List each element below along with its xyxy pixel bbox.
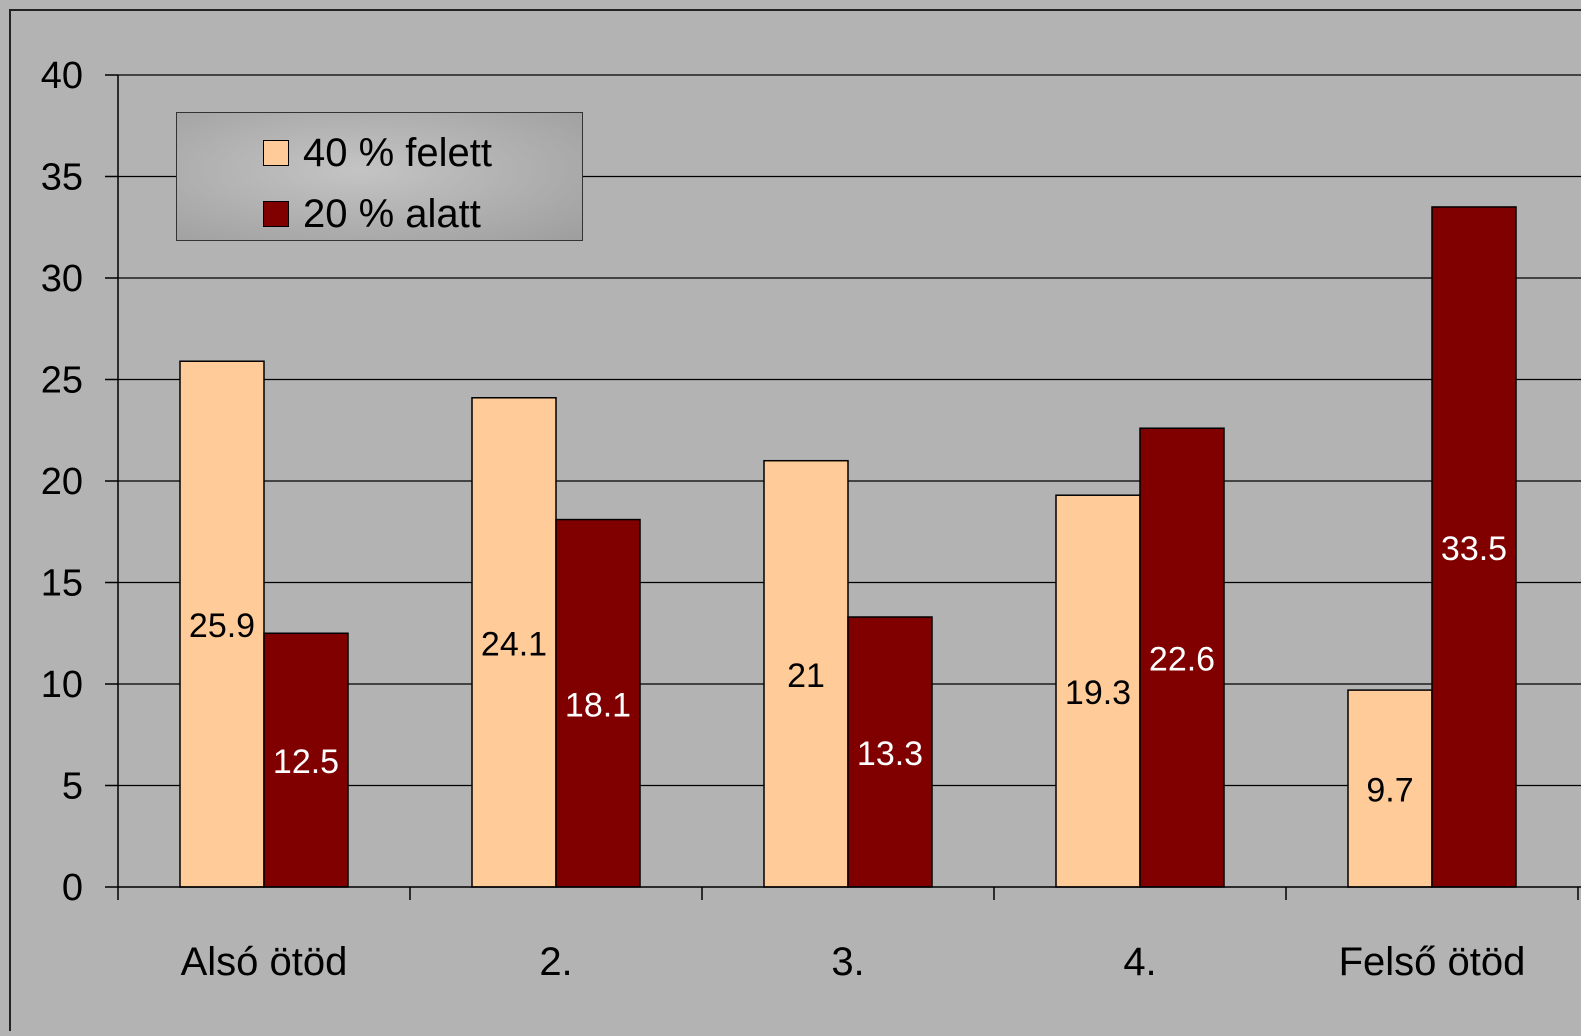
- y-tick-label-30: 30: [41, 258, 83, 300]
- legend-item-series-0: 40 % felett: [263, 133, 492, 173]
- legend-label-series-0: 40 % felett: [303, 131, 493, 175]
- labels: 25.9 12.5 24.1 18.1 21 13.3 19.3 22.6 9.7 33.5: [189, 530, 1507, 810]
- axes: 0 5 10 15 20 25 30 35 40 Alsó ötöd 2. 3. 4. Felső ötö…: [41, 55, 1581, 984]
- x-tick-label-4: Felső ötöd: [1339, 940, 1526, 984]
- data-label-series-1-3: 22.6: [1149, 641, 1215, 679]
- x-tick-label-3: 4.: [1123, 940, 1156, 984]
- y-tick-label-35: 35: [41, 157, 83, 199]
- bar-series-0-0: [179, 360, 265, 888]
- chart-frame: [9, 9, 1581, 1036]
- x-tick-label-1: 2.: [539, 940, 572, 984]
- legend-item-series-1: 20 % alatt: [263, 194, 481, 234]
- y-tick-label-20: 20: [41, 461, 83, 503]
- data-label-series-0-0: 25.9: [189, 607, 255, 645]
- bars: [179, 206, 1517, 888]
- data-label-series-1-0: 12.5: [273, 743, 339, 781]
- legend-label-series-1: 20 % alatt: [303, 192, 481, 236]
- y-tick-label-10: 10: [41, 664, 83, 706]
- bar-series-0-1: [471, 397, 557, 888]
- y-tick-label-40: 40: [41, 55, 83, 97]
- data-label-series-1-1: 18.1: [565, 686, 631, 724]
- y-tick-label-5: 5: [62, 766, 83, 808]
- data-label-series-1-4: 33.5: [1441, 530, 1507, 568]
- legend-swatch-series-0: [263, 140, 289, 166]
- legend: 40 % felett 20 % alatt: [176, 112, 583, 241]
- y-tick-label-25: 25: [41, 360, 83, 402]
- legend-swatch-series-1: [263, 201, 289, 227]
- data-label-series-0-1: 24.1: [481, 625, 547, 663]
- x-tick-label-0: Alsó ötöd: [181, 940, 348, 984]
- data-label-series-0-4: 9.7: [1366, 772, 1413, 810]
- bar-series-1-2: [847, 616, 933, 888]
- y-tick-label-0: 0: [62, 867, 83, 909]
- y-tick-label-15: 15: [41, 563, 83, 605]
- data-label-series-0-2: 21: [787, 657, 825, 695]
- data-label-series-1-2: 13.3: [857, 735, 923, 773]
- bar-series-1-1: [555, 518, 641, 888]
- data-label-series-0-3: 19.3: [1065, 674, 1131, 712]
- bar-series-1-0: [263, 632, 349, 888]
- x-tick-label-2: 3.: [831, 940, 864, 984]
- bar-series-1-4: [1431, 206, 1517, 888]
- bar-series-1-3: [1139, 427, 1225, 888]
